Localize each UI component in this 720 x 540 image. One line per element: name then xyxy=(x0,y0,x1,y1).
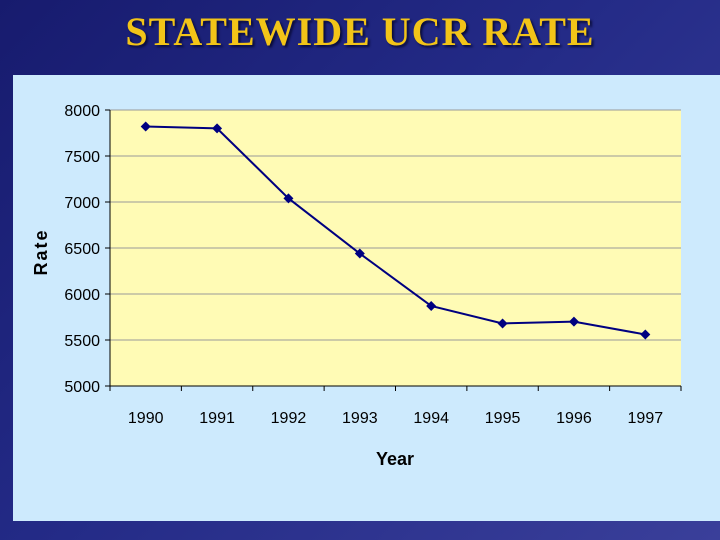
line-chart: 5000 5500 6000 6500 7000 7500 8000 1990 1991 1992… xyxy=(31,103,682,469)
y-tick-label: 7000 xyxy=(64,195,100,212)
slide-title: STATEWIDE UCR RATE xyxy=(125,9,595,54)
y-axis-title: Rate xyxy=(31,228,51,275)
x-tick-label: 1996 xyxy=(556,410,592,427)
x-tick-label: 1997 xyxy=(628,410,664,427)
data-point-marker xyxy=(354,248,365,259)
data-point-marker xyxy=(212,123,223,134)
x-tick-label: 1991 xyxy=(199,410,235,427)
y-tick-label: 7500 xyxy=(64,149,100,166)
x-tick-label: 1990 xyxy=(128,410,164,427)
y-tick-label: 6000 xyxy=(64,287,100,304)
data-point-marker xyxy=(283,193,294,204)
x-tick-label: 1994 xyxy=(413,410,449,427)
x-tick-label: 1993 xyxy=(342,410,378,427)
x-axis-title: Year xyxy=(376,449,414,469)
data-point-marker xyxy=(426,300,437,311)
series-line xyxy=(145,125,646,336)
x-tick-label: 1995 xyxy=(485,410,521,427)
y-tick-label: 5000 xyxy=(64,379,100,396)
data-point-marker xyxy=(640,329,651,340)
y-tick-label: 8000 xyxy=(64,103,100,120)
data-point-marker xyxy=(140,121,151,132)
data-point-marker xyxy=(497,318,508,329)
y-tick-label: 6500 xyxy=(64,241,100,258)
data-point-marker xyxy=(568,316,579,327)
y-tick-label: 5500 xyxy=(64,333,100,350)
chart-panel: 5000 5500 6000 6500 7000 7500 8000 1990 1991 1992… xyxy=(13,75,720,521)
x-tick-label: 1992 xyxy=(271,410,307,427)
